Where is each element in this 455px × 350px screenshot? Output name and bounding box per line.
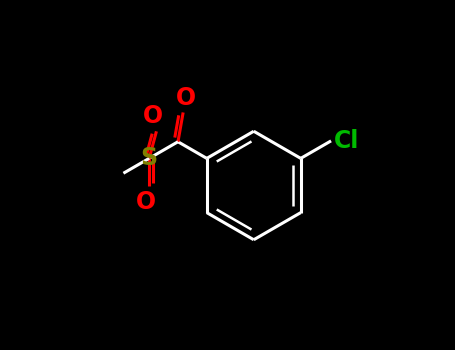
Text: Cl: Cl [334, 129, 359, 153]
Text: S: S [141, 146, 158, 170]
Text: O: O [176, 86, 196, 110]
Text: O: O [143, 104, 163, 128]
Text: O: O [136, 190, 156, 214]
